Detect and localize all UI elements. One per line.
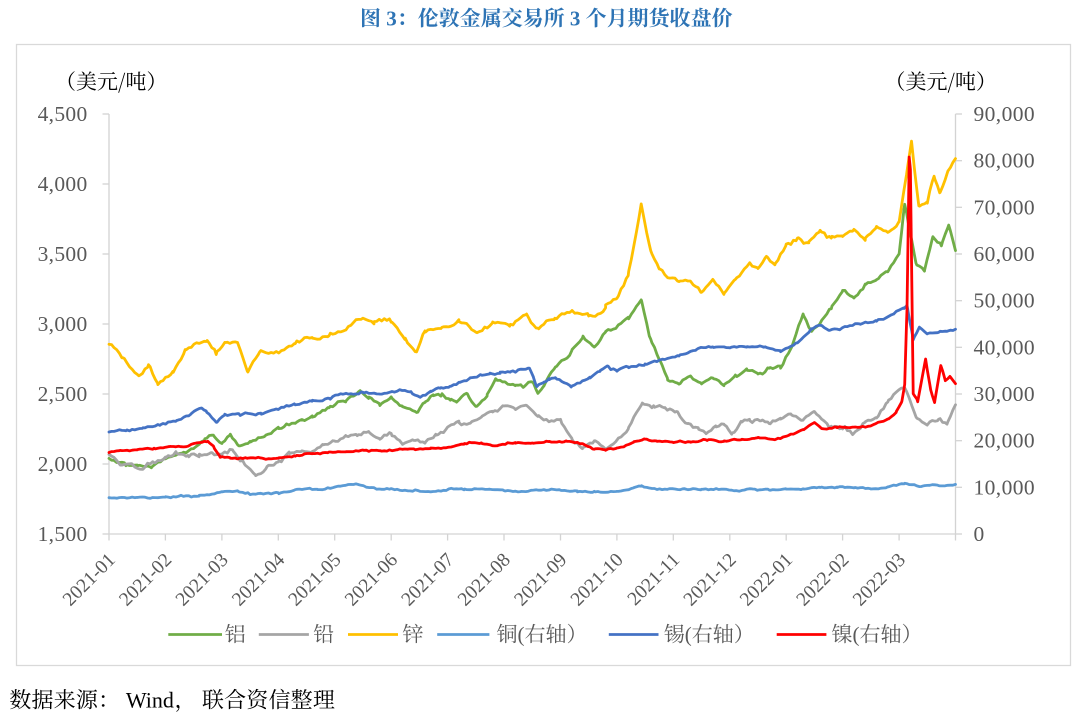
svg-text:2,000: 2,000 <box>38 452 88 476</box>
svg-text:Wind: Wind <box>126 688 174 713</box>
svg-text:70,000: 70,000 <box>974 195 1036 219</box>
svg-text:4,500: 4,500 <box>38 102 88 126</box>
svg-text:3: 3 <box>570 7 581 31</box>
svg-text:90,000: 90,000 <box>974 102 1036 126</box>
svg-text:1,500: 1,500 <box>38 522 88 546</box>
svg-text:10,000: 10,000 <box>974 475 1036 499</box>
svg-text:50,000: 50,000 <box>974 289 1036 313</box>
svg-text:0: 0 <box>974 522 985 546</box>
svg-text:4,000: 4,000 <box>38 172 88 196</box>
svg-text:(: ( <box>853 623 860 647</box>
svg-text:20,000: 20,000 <box>974 429 1036 453</box>
svg-text:3,000: 3,000 <box>38 312 88 336</box>
svg-text:2,500: 2,500 <box>38 382 88 406</box>
svg-text:60,000: 60,000 <box>974 242 1036 266</box>
svg-text:3: 3 <box>386 7 397 31</box>
svg-text:80,000: 80,000 <box>974 149 1036 173</box>
svg-text:40,000: 40,000 <box>974 335 1036 359</box>
svg-text:(: ( <box>685 623 692 647</box>
svg-text:3,500: 3,500 <box>38 242 88 266</box>
svg-text:30,000: 30,000 <box>974 382 1036 406</box>
svg-text:(: ( <box>518 623 525 647</box>
